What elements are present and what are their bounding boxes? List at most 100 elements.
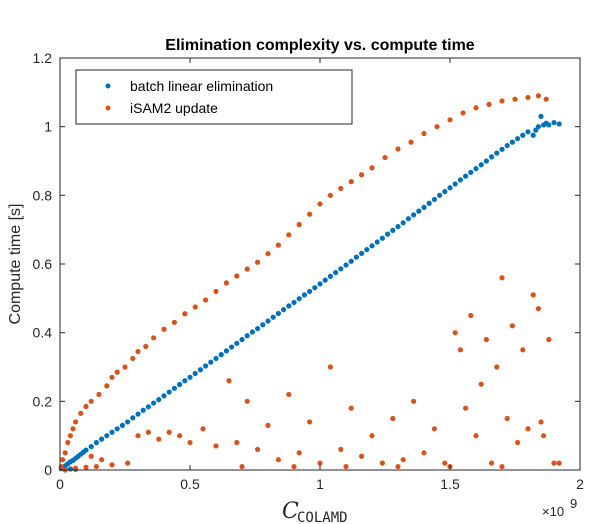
- data-point: [468, 312, 474, 319]
- data-point: [473, 433, 479, 439]
- data-point: [499, 463, 505, 470]
- data-point: [468, 169, 474, 175]
- data-point: [395, 463, 401, 470]
- data-point: [338, 446, 344, 452]
- data-point: [447, 117, 453, 123]
- data-point: [281, 307, 287, 313]
- data-point: [379, 460, 385, 466]
- data-point: [348, 258, 354, 264]
- data-point: [208, 359, 214, 365]
- data-point: [390, 415, 396, 422]
- data-point: [525, 426, 531, 432]
- data-point: [382, 154, 388, 161]
- data-point: [327, 273, 333, 279]
- data-point: [499, 98, 505, 104]
- data-point: [83, 403, 89, 410]
- data-point: [177, 433, 183, 439]
- data-point: [530, 292, 536, 298]
- data-point: [109, 374, 115, 380]
- data-point: [395, 146, 401, 152]
- data-point: [551, 460, 557, 466]
- data-point: [65, 439, 71, 446]
- data-point: [494, 150, 500, 156]
- data-point: [400, 220, 406, 226]
- data-point: [135, 411, 141, 417]
- data-point: [234, 273, 240, 279]
- data-point: [452, 330, 458, 336]
- data-point: [260, 322, 266, 328]
- data-point: [99, 436, 105, 442]
- data-point: [509, 323, 515, 329]
- data-point: [291, 463, 297, 470]
- data-point: [489, 154, 495, 160]
- data-point: [348, 405, 354, 411]
- data-point: [338, 266, 344, 272]
- data-point: [275, 310, 281, 317]
- y-tick-label: 0.2: [33, 393, 53, 409]
- data-point: [161, 326, 167, 332]
- data-point: [192, 370, 198, 377]
- data-point: [512, 96, 518, 102]
- data-point: [135, 433, 141, 439]
- data-point: [556, 460, 562, 466]
- data-point: [156, 397, 162, 403]
- data-point: [200, 426, 206, 432]
- data-point: [431, 196, 437, 203]
- data-point: [317, 201, 323, 207]
- data-point: [130, 355, 136, 362]
- data-point: [442, 188, 448, 195]
- data-point: [556, 121, 562, 127]
- data-point: [286, 303, 292, 309]
- data-point: [520, 132, 526, 138]
- data-point: [145, 404, 151, 410]
- x-tick-label: 0: [56, 476, 64, 492]
- data-point: [114, 369, 120, 375]
- data-point: [73, 419, 79, 425]
- x-axis-exponent: ×10 9: [542, 496, 577, 519]
- data-point: [255, 325, 261, 332]
- data-point: [411, 212, 417, 218]
- data-point: [483, 158, 489, 164]
- data-point: [411, 398, 417, 404]
- data-point: [93, 439, 99, 446]
- data-point: [535, 124, 542, 130]
- data-point: [463, 173, 469, 179]
- data-point: [499, 275, 505, 281]
- data-point: [244, 398, 250, 404]
- data-point: [327, 364, 333, 370]
- legend-marker-batch: [105, 83, 111, 89]
- y-axis-label: Compute time [s]: [7, 204, 24, 325]
- data-point: [296, 221, 302, 228]
- data-point: [312, 285, 318, 291]
- data-point: [130, 415, 136, 421]
- data-point: [405, 216, 411, 222]
- data-point: [434, 124, 440, 130]
- y-tick-label: 0.6: [33, 256, 53, 272]
- series-layer: [58, 93, 562, 473]
- data-point: [426, 200, 432, 206]
- data-point: [509, 139, 515, 145]
- data-point: [499, 146, 505, 152]
- data-point: [83, 464, 89, 470]
- data-point: [364, 246, 370, 253]
- data-point: [379, 235, 385, 241]
- data-point: [223, 348, 229, 354]
- data-point: [109, 462, 115, 468]
- y-tick-label: 0.4: [33, 325, 53, 341]
- data-point: [374, 239, 380, 245]
- data-point: [369, 433, 375, 439]
- data-point: [442, 460, 448, 466]
- data-point: [223, 280, 229, 286]
- data-point: [546, 336, 552, 343]
- data-point: [135, 348, 141, 355]
- data-point: [226, 378, 232, 384]
- data-point: [125, 419, 131, 425]
- data-point: [249, 329, 255, 335]
- data-point: [322, 277, 328, 283]
- x-axis-label-sub: COLAMD: [297, 510, 348, 524]
- data-point: [62, 450, 68, 456]
- legend-marker-isam2: [105, 105, 111, 111]
- data-point: [421, 130, 427, 137]
- y-tick-label: 0.8: [33, 187, 53, 203]
- data-point: [416, 208, 422, 214]
